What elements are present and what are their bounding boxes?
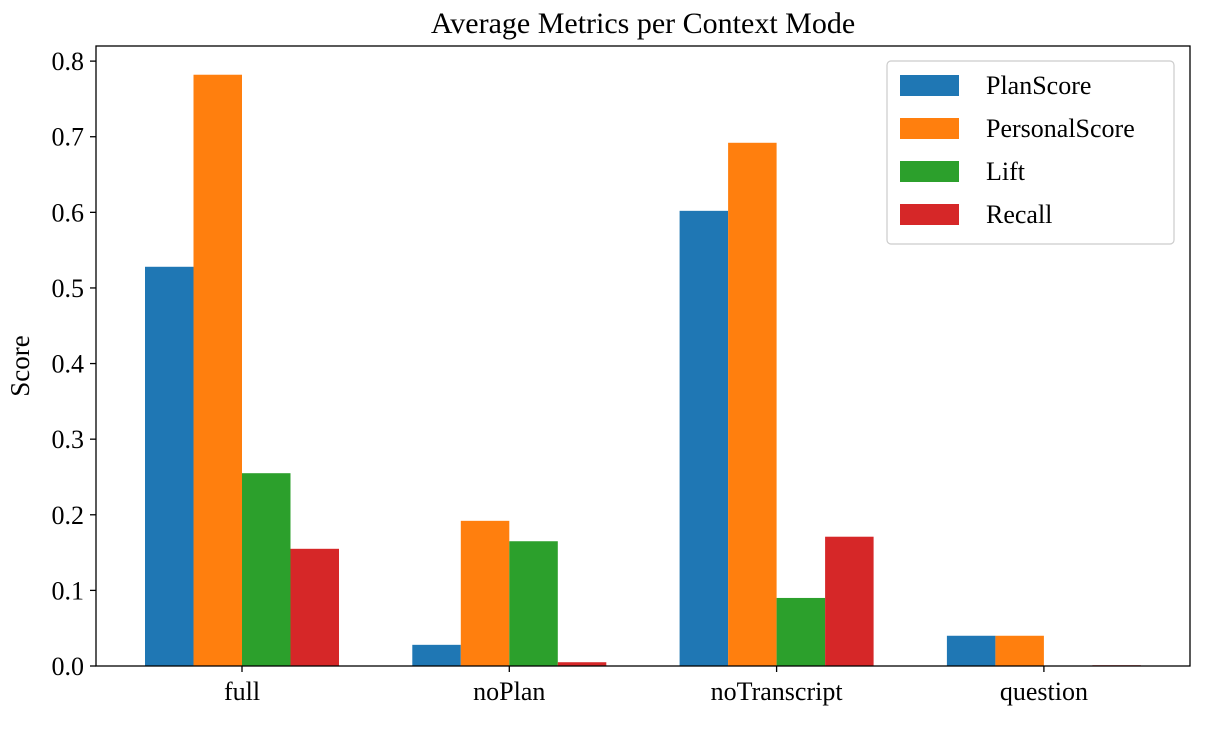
legend-swatch-PlanScore [900, 75, 959, 96]
legend-label-PlanScore: PlanScore [986, 71, 1091, 100]
legend-box [886, 60, 1175, 245]
y-tick-label: 0.2 [52, 501, 85, 530]
x-tick-label: noTranscript [711, 677, 844, 706]
bar-full-PlanScore [145, 266, 194, 666]
bar-question-PersonalScore [995, 635, 1044, 666]
y-tick-label: 0.6 [52, 198, 85, 227]
x-tick-label: full [224, 677, 260, 706]
legend: PlanScore PersonalScore Lift Recall [886, 60, 1175, 245]
x-tick-label: question [1000, 677, 1088, 706]
y-tick-label: 0.8 [52, 47, 85, 76]
bar-noTranscript-Lift [776, 597, 826, 666]
bar-noPlan-PersonalScore [460, 520, 510, 666]
legend-label-Lift: Lift [986, 157, 1026, 186]
bar-full-PersonalScore [193, 74, 242, 667]
y-tick-label: 0.5 [52, 274, 85, 303]
y-tick-label: 0.7 [52, 123, 85, 152]
y-tick-label: 0.4 [52, 350, 85, 379]
bar-noPlan-Recall [557, 662, 607, 666]
bar-full-Lift [242, 473, 291, 666]
y-axis-label: Score [5, 335, 35, 396]
legend-label-PersonalScore: PersonalScore [986, 114, 1135, 143]
chart-title: Average Metrics per Context Mode [431, 7, 855, 40]
bar-noTranscript-PersonalScore [728, 142, 777, 666]
bar-noPlan-PlanScore [412, 644, 461, 666]
plot-frame [95, 45, 1191, 667]
bar-full-Recall [290, 548, 339, 666]
bar-noTranscript-PlanScore [679, 210, 729, 666]
x-tick-label: noPlan [473, 677, 545, 706]
bar-noTranscript-Recall [825, 536, 874, 666]
bars-layer [145, 74, 1141, 667]
y-tick-label: 0.1 [52, 576, 85, 605]
legend-swatch-Recall [900, 204, 959, 225]
y-tick-label: 0.3 [52, 425, 85, 454]
bar-noPlan-Lift [509, 541, 558, 666]
legend-swatch-Lift [900, 161, 959, 182]
axes-layer: 0.0 0.1 0.2 0.3 0.4 0.5 0.6 0.7 0.8 full noPlan noT… [52, 45, 1191, 706]
bar-question-PlanScore [946, 635, 996, 666]
legend-swatch-PersonalScore [900, 118, 959, 139]
legend-label-Recall: Recall [986, 200, 1052, 229]
y-tick-label: 0.0 [52, 652, 85, 681]
